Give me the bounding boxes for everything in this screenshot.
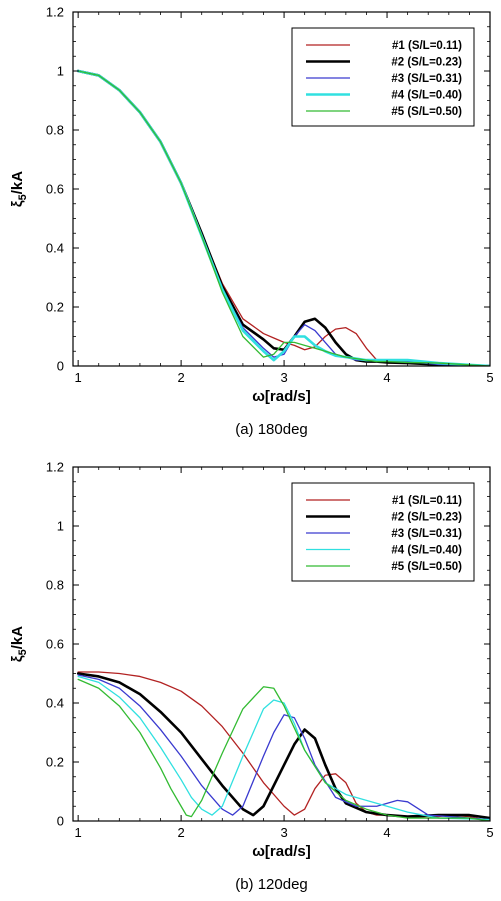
legend-box	[291, 482, 475, 582]
figure-caption: (b) 120deg	[235, 876, 308, 893]
x-tick-label: 4	[383, 825, 390, 840]
y-tick-label: 0.2	[46, 755, 64, 770]
y-tick-label: 0.6	[46, 637, 64, 652]
series-line-4	[77, 675, 490, 821]
legend: #1 (S/L=0.11) #2 (S/L=0.23) #3 (S/L=0.31) #…	[291, 27, 475, 127]
y-axis-label: ξ5/kA	[9, 171, 29, 207]
series-line-5	[77, 70, 490, 366]
legend-label: #1 (S/L=0.11)	[392, 495, 462, 507]
y-tick-label: 0.4	[46, 696, 64, 711]
legend-label: #5 (S/L=0.50)	[391, 561, 462, 573]
x-tick-label: 5	[486, 370, 493, 385]
y-tick-label: 0.2	[46, 300, 64, 315]
x-axis-label: ω[rad/s]	[252, 843, 311, 860]
y-tick-label: 1	[57, 519, 64, 534]
y-tick-label: 0	[57, 359, 64, 374]
x-axis-label: ω[rad/s]	[252, 388, 311, 405]
y-tick-label: 0.4	[46, 241, 64, 256]
y-tick-label: 0	[57, 814, 64, 829]
x-tick-label: 4	[383, 370, 390, 385]
legend-label: #1 (S/L=0.11)	[392, 40, 462, 52]
x-tick-label: 2	[177, 825, 184, 840]
legend-label: #2 (S/L=0.23)	[391, 512, 462, 524]
series-line-5	[77, 678, 490, 821]
chart-panel-2: 1 2 3 4 5 0 0.2 0.4 0.6 0.8 1 1.2 ω[rad/s] ξ5/kA #1 (S…	[9, 460, 494, 894]
legend-label: #4 (S/L=0.40)	[391, 545, 462, 557]
legend: #1 (S/L=0.11) #2 (S/L=0.23) #3 (S/L=0.31) #…	[291, 482, 475, 582]
legend-label: #3 (S/L=0.31)	[391, 528, 462, 540]
y-tick-label: 0.8	[46, 123, 64, 138]
y-tick-label: 0.6	[46, 182, 64, 197]
y-tick-label: 0.8	[46, 578, 64, 593]
y-tick-label: 1	[57, 64, 64, 79]
y-axis-label: ξ5/kA	[9, 626, 29, 662]
figure-caption: (a) 180deg	[235, 421, 308, 438]
legend-label: #3 (S/L=0.31)	[391, 73, 462, 85]
legend-label: #4 (S/L=0.40)	[391, 90, 462, 102]
series-line-3	[77, 674, 490, 821]
y-tick-label: 1.2	[46, 5, 64, 20]
x-tick-label: 1	[75, 825, 82, 840]
legend-label: #2 (S/L=0.23)	[391, 57, 462, 69]
chart-panel-1: 1 2 3 4 5 0 0.2 0.4 0.6 0.8 1 1.2 ω[rad/s] ξ5/kA #1 (S…	[9, 5, 494, 439]
x-tick-label: 1	[75, 370, 82, 385]
series-line-2	[76, 672, 490, 820]
x-tick-label: 2	[177, 370, 184, 385]
legend-box	[291, 27, 475, 127]
x-tick-label: 5	[486, 825, 493, 840]
y-tick-label: 1.2	[46, 460, 64, 475]
x-tick-label: 3	[280, 825, 287, 840]
legend-label: #5 (S/L=0.50)	[391, 106, 462, 118]
x-tick-label: 3	[280, 370, 287, 385]
